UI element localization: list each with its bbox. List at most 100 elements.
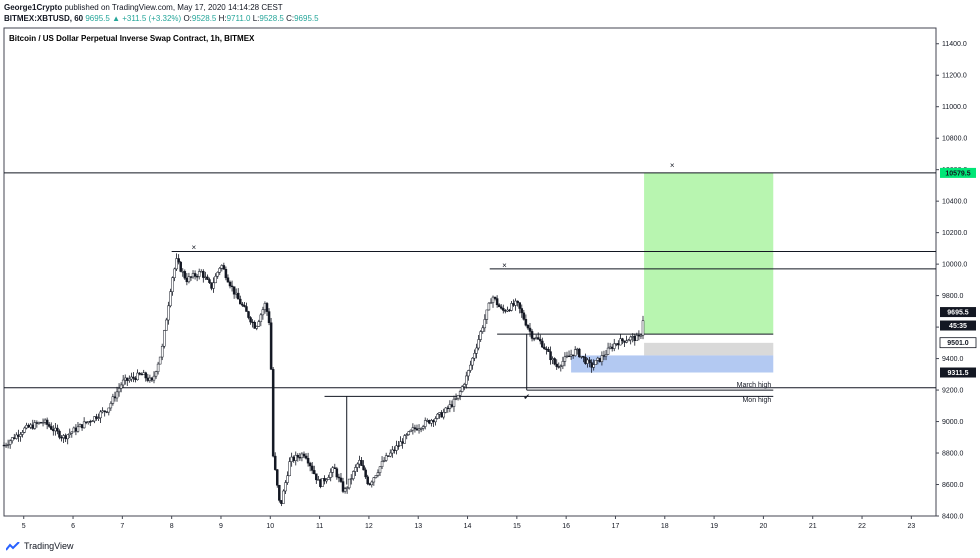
candle-body (29, 424, 32, 428)
candle-body (68, 433, 71, 436)
candle-body (76, 426, 80, 432)
candle-body (294, 455, 298, 461)
candle-body (569, 354, 573, 357)
candle-body (97, 417, 100, 419)
candle-body (234, 292, 238, 295)
candle-body (397, 445, 400, 447)
candle-body (84, 421, 88, 423)
candle-body (243, 305, 246, 307)
candle-body (391, 449, 394, 454)
last-price: 9695.5 (85, 14, 110, 23)
candle-body (382, 460, 386, 462)
candle-body (302, 453, 306, 457)
candle-body (187, 276, 191, 283)
candle-body (518, 302, 521, 309)
candle-body (117, 388, 121, 393)
candle-body (4, 444, 8, 447)
y-tick-label: 10200.0 (942, 230, 967, 237)
candle-body (430, 420, 433, 424)
price-label: 9311.5 (947, 370, 968, 377)
candle-body (432, 420, 435, 423)
candle-body (337, 476, 341, 479)
author-name[interactable]: George1Crypto (4, 3, 63, 12)
candle-body (152, 375, 156, 381)
levels-layer (4, 172, 936, 485)
candle-body (189, 276, 193, 278)
candle-body (536, 337, 540, 340)
candle-body (276, 469, 279, 486)
candle-body (224, 268, 228, 279)
candle-body (456, 395, 460, 399)
candle-body (635, 335, 639, 341)
candle-body (160, 345, 164, 358)
candle-body (313, 470, 316, 475)
candle-body (586, 359, 589, 364)
candle-body (27, 424, 30, 428)
candle-body (598, 357, 602, 362)
symbol-label: BITMEX:XBTUSD, 60 (4, 14, 84, 23)
candle-body (232, 286, 236, 295)
chart-annotation: × (502, 261, 507, 270)
candle-body (41, 422, 45, 424)
candle-body (323, 478, 326, 482)
candle-body (257, 321, 261, 327)
time-axis: 5 6 7 8 9 10 11 12 13 14 15 16 17 18 19 20 21 22 23 (4, 515, 936, 530)
candle-body (615, 343, 618, 345)
candle-body (588, 359, 591, 363)
candle-body (399, 441, 402, 447)
candles-layer (2, 253, 645, 507)
high-label: H: (218, 14, 227, 23)
candle-body (454, 398, 458, 400)
candle-body (167, 305, 170, 321)
candle-body (220, 265, 224, 269)
x-tick-label: 17 (612, 523, 620, 530)
ohlc-header: BITMEX:XBTUSD, 60 9695.5 ▲ +311.5 (+3.32… (4, 14, 319, 23)
candle-body (136, 372, 139, 381)
y-tick-label: 8400.0 (942, 514, 964, 521)
candle-body (193, 273, 197, 277)
close-label: C: (286, 14, 295, 23)
candle-body (17, 434, 20, 437)
candle-body (300, 453, 304, 458)
x-tick-label: 7 (120, 523, 124, 530)
candle-body (99, 411, 102, 419)
candle-body (259, 314, 263, 322)
y-tick-label: 10000.0 (942, 262, 967, 269)
candle-body (621, 338, 624, 342)
candle-body (458, 391, 462, 396)
x-tick-label: 8 (170, 523, 174, 530)
candle-body (82, 421, 86, 429)
candle-body (304, 455, 308, 459)
candle-body (386, 455, 390, 457)
price-label-box (940, 320, 976, 331)
candle-body (428, 420, 431, 424)
candle-body (543, 346, 546, 350)
candle-body (286, 475, 289, 483)
candle-body (123, 377, 127, 381)
candle-body (251, 321, 254, 324)
candle-body (610, 346, 614, 349)
x-tick-label: 16 (562, 523, 570, 530)
candle-body (179, 261, 182, 272)
candle-body (571, 354, 575, 356)
candle-body (169, 291, 172, 307)
open-value: 9528.5 (191, 14, 217, 23)
tradingview-brand[interactable]: TradingView (6, 541, 74, 551)
candle-body (600, 355, 604, 362)
candle-body (183, 271, 187, 279)
candle-body (265, 303, 269, 312)
candle-body (530, 331, 534, 339)
candle-body (292, 456, 295, 461)
price-label-box (940, 307, 976, 318)
candle-body (612, 343, 616, 349)
candle-body (72, 427, 76, 433)
candle-body (434, 418, 437, 423)
candle-body (477, 339, 480, 349)
candle-body (278, 485, 281, 501)
brand-name: TradingView (24, 541, 74, 551)
candle-body (80, 424, 84, 429)
candle-body (631, 335, 634, 338)
candle-body (604, 354, 608, 357)
candle-body (405, 434, 408, 436)
